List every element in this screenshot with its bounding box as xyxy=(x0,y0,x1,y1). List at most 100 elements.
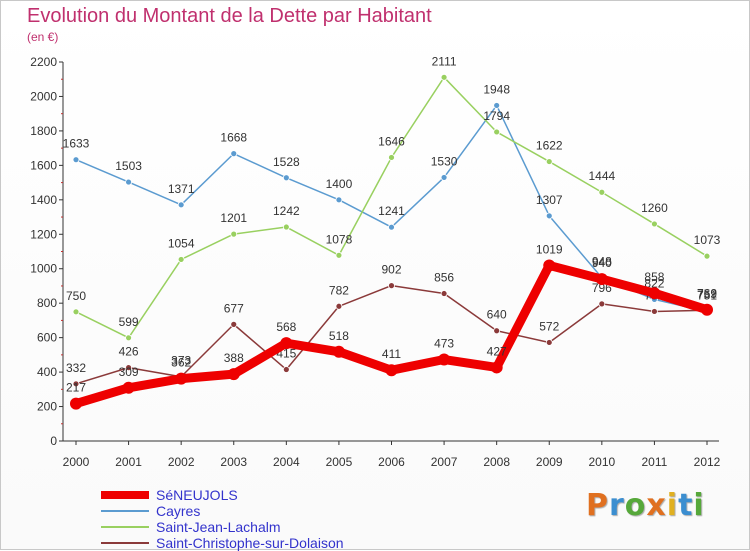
chart-title: Evolution du Montant de la Dette par Hab… xyxy=(27,5,432,27)
data-point-saint-christophe-sur-dolaison xyxy=(125,364,132,372)
data-point-cayres xyxy=(493,102,501,109)
data-point-saint-jean-lachalm xyxy=(72,308,80,316)
data-label-cayres: 1633 xyxy=(63,137,90,151)
data-point-saint-christophe-sur-dolaison xyxy=(72,380,80,388)
data-point-saint-christophe-sur-dolaison xyxy=(598,300,606,308)
y-tick-label: 1400 xyxy=(30,193,57,207)
x-tick-label: 2000 xyxy=(63,455,90,469)
data-label-cayres: 1400 xyxy=(326,177,353,191)
x-tick-label: 2002 xyxy=(168,455,195,469)
data-label-saint-christophe-sur-dolaison: 856 xyxy=(434,271,454,285)
data-label-s-neujols: 518 xyxy=(329,329,349,343)
data-label-saint-jean-lachalm: 1073 xyxy=(694,233,721,247)
legend-item-saint-jean-lachalm: Saint-Jean-Lachalm xyxy=(101,519,421,535)
legend-label-cayres: Cayres xyxy=(156,503,201,519)
data-point-saint-jean-lachalm xyxy=(177,256,185,263)
data-label-s-neujols: 309 xyxy=(119,365,139,379)
data-label-saint-jean-lachalm: 2111 xyxy=(432,54,457,68)
data-label-saint-christophe-sur-dolaison: 902 xyxy=(381,263,401,277)
data-label-saint-jean-lachalm: 1260 xyxy=(641,201,668,215)
chart-legend: SéNEUJOLS Cayres Saint-Jean-Lachalm Sain… xyxy=(101,487,421,551)
y-tick-label: 1800 xyxy=(30,124,57,138)
data-label-saint-jean-lachalm: 1646 xyxy=(378,134,405,148)
data-point-cayres xyxy=(72,156,80,164)
x-tick-label: 2006 xyxy=(378,455,405,469)
data-label-s-neujols: 762 xyxy=(697,287,717,301)
y-tick-label: 600 xyxy=(37,331,57,345)
x-tick-label: 2009 xyxy=(536,455,563,469)
data-point-saint-jean-lachalm xyxy=(598,188,606,196)
data-label-s-neujols: 362 xyxy=(171,356,191,370)
data-label-saint-christophe-sur-dolaison: 782 xyxy=(329,283,349,297)
proxiti-logo: Proxiti xyxy=(586,488,705,523)
y-tick-label: 400 xyxy=(37,365,57,379)
data-point-saint-christophe-sur-dolaison xyxy=(230,320,238,328)
data-label-saint-jean-lachalm: 1622 xyxy=(536,139,563,153)
y-tick-label: 2000 xyxy=(30,89,57,103)
data-label-saint-christophe-sur-dolaison: 572 xyxy=(539,319,559,333)
legend-label-seneujols: SéNEUJOLS xyxy=(156,487,238,503)
data-label-cayres: 1307 xyxy=(536,193,563,207)
data-point-cayres xyxy=(335,196,343,204)
legend-item-cayres: Cayres xyxy=(101,503,421,519)
data-label-cayres: 822 xyxy=(644,276,664,290)
y-tick-label: 1000 xyxy=(30,262,57,276)
data-point-saint-jean-lachalm xyxy=(440,73,448,81)
x-tick-label: 2004 xyxy=(273,455,300,469)
data-point-s-neujols xyxy=(280,337,293,350)
data-label-s-neujols: 858 xyxy=(644,270,664,284)
data-label-cayres: 1371 xyxy=(168,182,195,196)
data-point-s-neujols xyxy=(438,353,451,366)
x-tick-label: 2011 xyxy=(642,455,668,469)
y-tick-label: 200 xyxy=(37,400,57,414)
data-label-cayres: 1668 xyxy=(220,131,247,145)
data-point-cayres xyxy=(230,150,238,158)
data-point-s-neujols xyxy=(595,273,608,286)
data-label-saint-christophe-sur-dolaison: 426 xyxy=(119,345,139,359)
legend-label-saint-christophe: Saint-Christophe-sur-Dolaison xyxy=(156,535,344,551)
data-point-saint-christophe-sur-dolaison xyxy=(440,290,448,297)
data-label-saint-jean-lachalm: 1242 xyxy=(273,204,300,218)
data-label-saint-jean-lachalm: 1794 xyxy=(483,109,510,123)
y-tick-label: 1200 xyxy=(30,227,57,241)
data-point-saint-christophe-sur-dolaison xyxy=(282,366,290,373)
data-label-cayres: 1948 xyxy=(483,82,510,96)
data-point-cayres xyxy=(125,178,132,186)
y-tick-label: 2200 xyxy=(30,55,57,69)
data-point-saint-jean-lachalm xyxy=(651,220,658,228)
data-point-saint-jean-lachalm xyxy=(545,158,553,165)
data-label-cayres: 1530 xyxy=(431,154,458,168)
data-label-saint-jean-lachalm: 599 xyxy=(119,315,139,329)
data-label-s-neujols: 940 xyxy=(592,256,612,270)
data-point-s-neujols xyxy=(701,303,713,316)
data-label-saint-jean-lachalm: 1078 xyxy=(326,232,353,246)
data-point-saint-jean-lachalm xyxy=(230,230,238,238)
data-label-cayres: 1528 xyxy=(273,155,300,169)
data-label-s-neujols: 473 xyxy=(434,337,454,351)
data-label-s-neujols: 217 xyxy=(66,381,86,395)
data-point-cayres xyxy=(388,223,395,231)
data-label-s-neujols: 568 xyxy=(276,320,296,334)
legend-swatch-saint-christophe xyxy=(101,542,149,544)
data-point-saint-jean-lachalm xyxy=(388,154,395,161)
data-point-saint-christophe-sur-dolaison xyxy=(335,302,343,310)
x-tick-label: 2001 xyxy=(115,455,142,469)
data-label-saint-christophe-sur-dolaison: 332 xyxy=(66,361,86,375)
legend-swatch-cayres xyxy=(101,510,149,512)
x-tick-label: 2008 xyxy=(483,455,510,469)
data-point-saint-jean-lachalm xyxy=(493,128,501,136)
data-point-s-neujols xyxy=(332,345,345,358)
data-label-saint-christophe-sur-dolaison: 759 xyxy=(697,287,717,301)
data-point-s-neujols xyxy=(175,372,188,385)
data-point-cayres xyxy=(177,201,185,209)
data-label-saint-jean-lachalm: 1054 xyxy=(168,236,195,250)
data-point-saint-christophe-sur-dolaison xyxy=(545,339,553,346)
data-point-s-neujols xyxy=(227,368,240,381)
data-label-s-neujols: 388 xyxy=(224,351,244,365)
data-point-cayres xyxy=(545,212,553,220)
legend-item-saint-christophe: Saint-Christophe-sur-Dolaison xyxy=(101,535,421,551)
data-label-cayres: 1241 xyxy=(378,204,405,218)
data-point-s-neujols xyxy=(122,381,135,394)
data-point-saint-jean-lachalm xyxy=(125,334,132,342)
data-point-cayres xyxy=(440,174,448,181)
